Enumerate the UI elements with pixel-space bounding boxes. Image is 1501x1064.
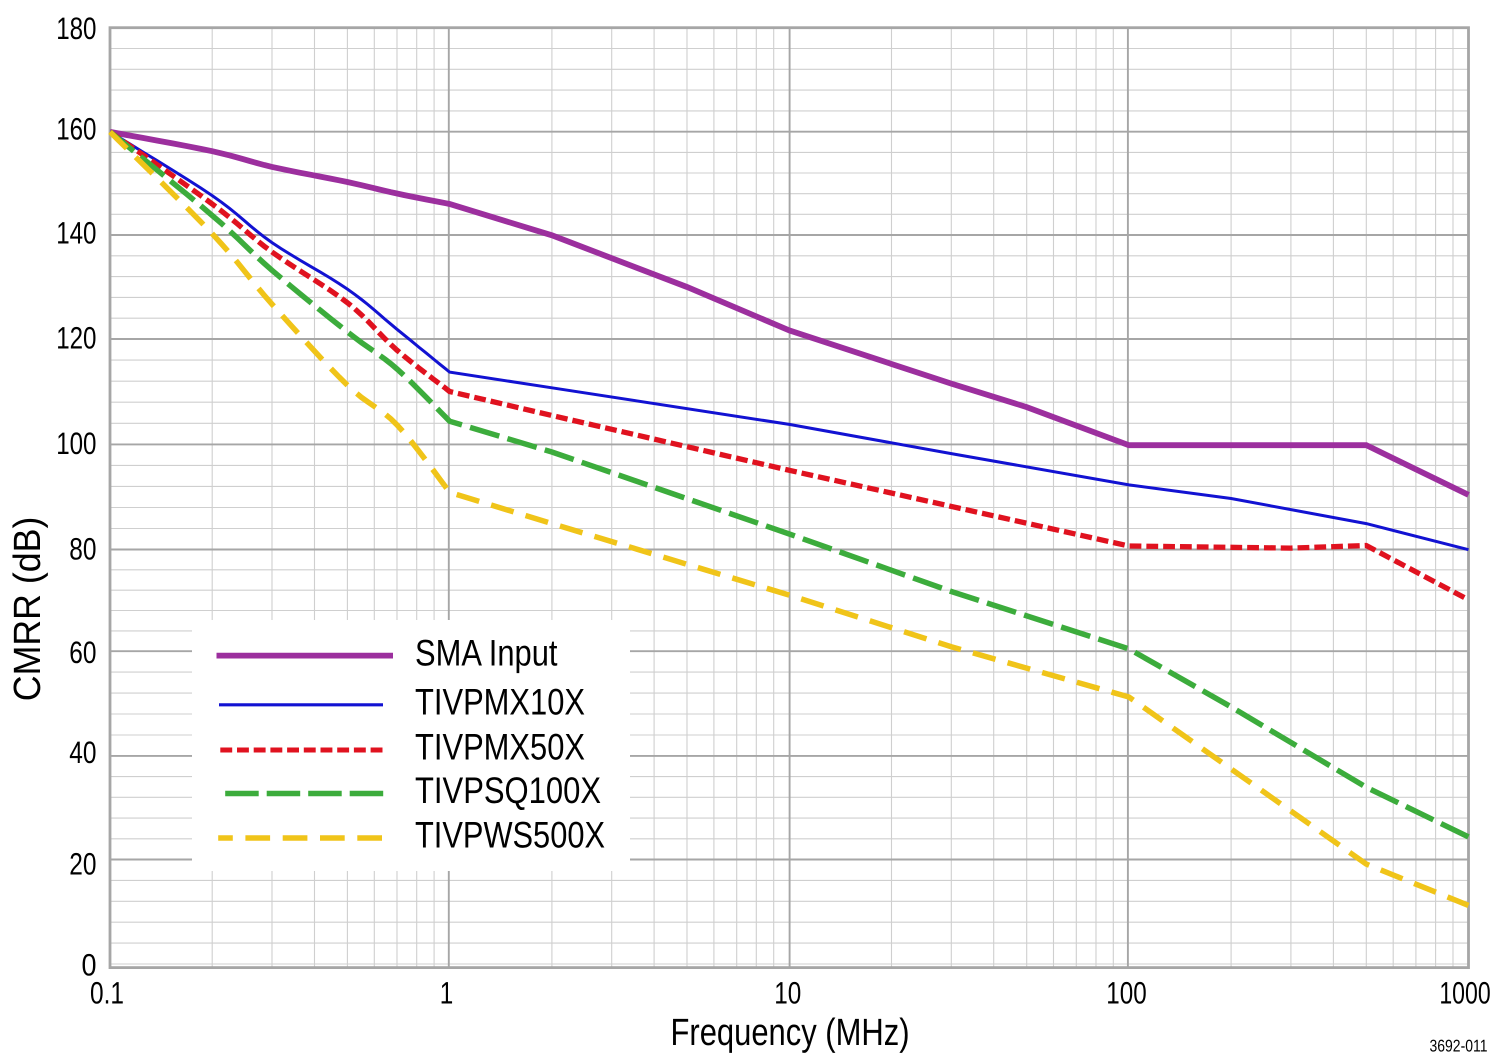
svg-text:20: 20: [69, 846, 96, 881]
svg-text:1000: 1000: [1439, 976, 1490, 1011]
svg-text:SMA Input: SMA Input: [415, 632, 558, 673]
svg-text:1: 1: [440, 976, 454, 1011]
svg-text:TIVPWS500X: TIVPWS500X: [415, 815, 605, 856]
svg-text:0: 0: [82, 947, 97, 982]
svg-text:TIVPMX10X: TIVPMX10X: [415, 682, 585, 723]
svg-text:40: 40: [69, 735, 96, 770]
svg-text:160: 160: [56, 111, 96, 146]
svg-text:TIVPSQ100X: TIVPSQ100X: [415, 770, 601, 811]
svg-text:Frequency (MHz): Frequency (MHz): [671, 1012, 910, 1054]
svg-text:140: 140: [56, 215, 96, 250]
svg-text:100: 100: [56, 426, 96, 461]
svg-text:10: 10: [774, 976, 801, 1011]
svg-text:180: 180: [56, 11, 96, 46]
svg-text:120: 120: [56, 320, 96, 355]
svg-text:80: 80: [69, 531, 96, 566]
svg-text:3692-011: 3692-011: [1430, 1036, 1488, 1055]
svg-text:CMRR (dB): CMRR (dB): [7, 517, 49, 702]
svg-text:100: 100: [1106, 976, 1146, 1011]
svg-text:0.1: 0.1: [90, 976, 124, 1011]
svg-text:60: 60: [69, 635, 96, 670]
svg-text:TIVPMX50X: TIVPMX50X: [415, 727, 585, 768]
